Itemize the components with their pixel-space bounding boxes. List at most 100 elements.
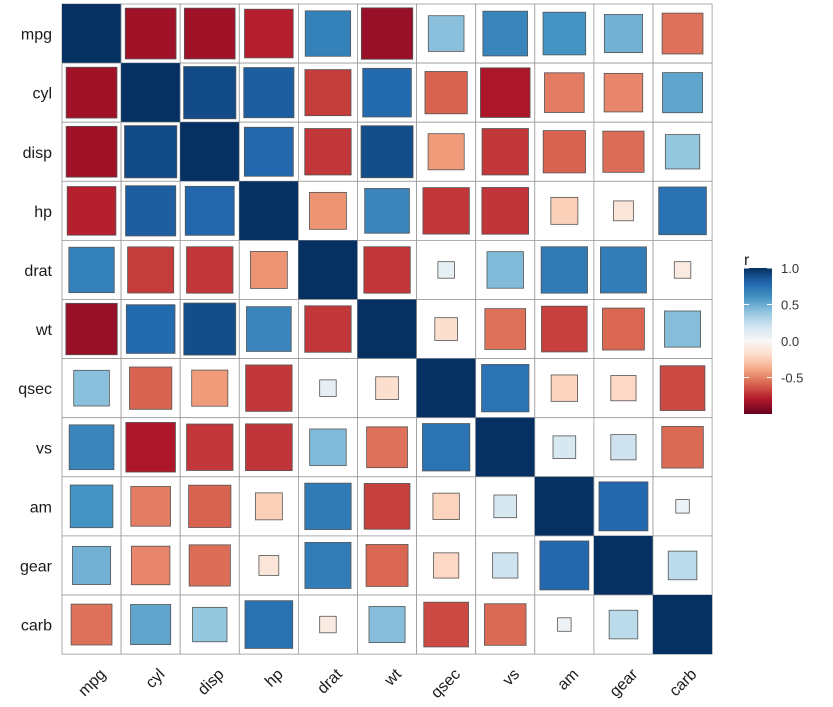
correlation-square bbox=[539, 540, 590, 591]
correlation-square bbox=[550, 196, 579, 225]
row-label: drat bbox=[24, 263, 52, 280]
correlation-square bbox=[365, 544, 409, 587]
correlation-square bbox=[667, 550, 698, 581]
correlation-square bbox=[125, 304, 176, 354]
correlation-square bbox=[70, 603, 113, 646]
correlation-square bbox=[66, 186, 117, 236]
column-label: drat bbox=[314, 666, 346, 698]
correlation-square bbox=[129, 366, 173, 410]
correlation-square bbox=[661, 12, 704, 55]
correlation-square bbox=[664, 134, 701, 170]
correlation-square bbox=[653, 595, 713, 655]
correlation-square bbox=[304, 305, 352, 353]
correlation-square bbox=[433, 552, 460, 579]
correlation-square bbox=[542, 11, 587, 56]
correlation-square bbox=[184, 185, 235, 236]
correlation-square bbox=[673, 261, 692, 279]
correlation-square bbox=[319, 615, 337, 634]
correlation-square bbox=[484, 603, 527, 646]
correlation-square bbox=[434, 317, 458, 341]
column-label: mpg bbox=[75, 666, 109, 700]
correlation-square bbox=[593, 535, 653, 595]
correlation-square bbox=[610, 434, 637, 461]
correlation-square bbox=[481, 187, 530, 235]
correlation-square bbox=[534, 476, 594, 536]
legend-tick-label: -0.5 bbox=[781, 371, 803, 386]
correlation-square bbox=[130, 486, 171, 527]
correlation-square bbox=[659, 365, 706, 411]
correlation-square bbox=[423, 601, 469, 648]
correlation-square bbox=[309, 191, 347, 230]
correlation-square bbox=[130, 545, 171, 586]
legend-title: r bbox=[744, 252, 750, 269]
correlation-square bbox=[613, 200, 634, 222]
correlation-square bbox=[258, 555, 280, 576]
correlation-square bbox=[243, 126, 294, 177]
correlation-square bbox=[304, 482, 352, 530]
correlation-square bbox=[304, 542, 352, 589]
correlation-square bbox=[364, 188, 410, 234]
correlation-square bbox=[424, 71, 468, 115]
correlation-square bbox=[65, 66, 118, 119]
correlation-square bbox=[246, 306, 292, 352]
correlation-square bbox=[603, 72, 644, 113]
correlation-square bbox=[664, 310, 702, 348]
legend-ticks: 1.0 0.5 0.0 -0.5 bbox=[744, 261, 803, 386]
correlation-square bbox=[427, 15, 465, 52]
correlation-square bbox=[245, 423, 293, 472]
correlation-square bbox=[544, 72, 585, 113]
row-label: disp bbox=[23, 145, 52, 162]
correlation-square bbox=[309, 428, 347, 466]
correlation-square bbox=[121, 63, 181, 123]
correlation-square bbox=[603, 14, 643, 54]
correlation-square bbox=[304, 10, 352, 57]
row-label: am bbox=[30, 499, 52, 516]
correlation-square bbox=[422, 423, 471, 472]
correlation-square bbox=[319, 379, 337, 397]
correlation-square bbox=[254, 492, 283, 521]
correlation-square bbox=[243, 67, 295, 119]
correlation-square bbox=[557, 617, 572, 632]
correlation-square bbox=[244, 8, 294, 59]
correlation-square bbox=[73, 369, 110, 407]
row-label: carb bbox=[21, 618, 52, 635]
correlation-square bbox=[375, 376, 399, 400]
correlation-square bbox=[130, 604, 172, 646]
column-label: hp bbox=[262, 666, 287, 691]
column-label: disp bbox=[195, 666, 228, 699]
column-label: am bbox=[554, 666, 582, 694]
correlation-square bbox=[65, 125, 118, 178]
correlation-square bbox=[244, 600, 294, 649]
correlation-square bbox=[360, 125, 414, 179]
correlation-square bbox=[188, 484, 232, 528]
correlation-square bbox=[481, 128, 529, 176]
correlation-square bbox=[368, 606, 406, 644]
correlation-square bbox=[542, 130, 586, 174]
correlation-square bbox=[432, 492, 460, 520]
correlation-square bbox=[658, 186, 707, 236]
correlation-square bbox=[62, 4, 122, 64]
correlation-square bbox=[662, 72, 704, 114]
correlation-square bbox=[239, 181, 299, 241]
correlation-square bbox=[183, 302, 237, 356]
correlation-square bbox=[484, 308, 527, 350]
correlation-square bbox=[610, 375, 637, 402]
correlation-square bbox=[486, 251, 524, 289]
legend-tick-label: 0.0 bbox=[781, 334, 799, 349]
row-label: qsec bbox=[18, 381, 52, 398]
correlation-square bbox=[600, 246, 647, 294]
correlation-square bbox=[675, 499, 690, 514]
correlation-square bbox=[550, 374, 578, 402]
correlation-square bbox=[422, 187, 470, 235]
row-label: wt bbox=[35, 322, 53, 339]
correlation-square bbox=[598, 481, 649, 532]
correlation-square bbox=[304, 69, 352, 117]
row-label: mpg bbox=[21, 27, 52, 44]
column-label: wt bbox=[381, 666, 405, 690]
correlation-square bbox=[427, 133, 465, 171]
correlation-square bbox=[482, 10, 529, 57]
correlation-square bbox=[68, 246, 115, 294]
correlation-square bbox=[191, 369, 229, 407]
column-label: gear bbox=[607, 665, 642, 700]
column-label: qsec bbox=[428, 666, 464, 702]
